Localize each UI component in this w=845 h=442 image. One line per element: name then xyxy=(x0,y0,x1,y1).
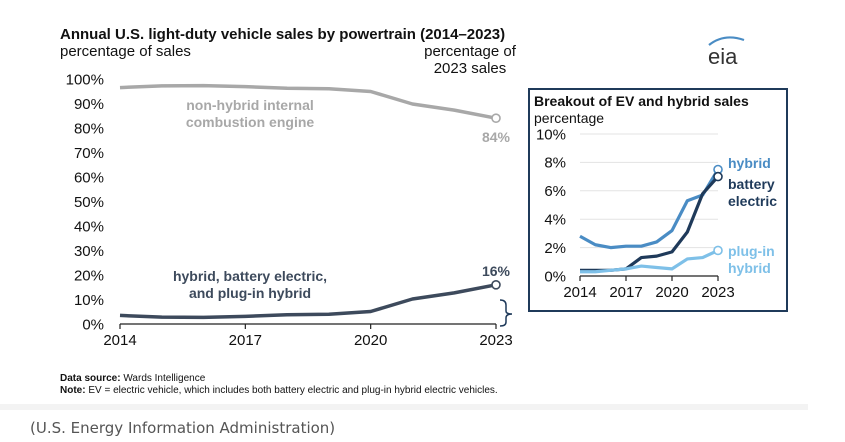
y-tick-label: 50% xyxy=(74,194,104,211)
inset-title: Breakout of EV and hybrid sales xyxy=(534,93,749,109)
inset-bracket xyxy=(499,299,513,327)
source-notes: Data source: Wards Intelligence Note: EV… xyxy=(60,373,498,397)
series-line-ev-total xyxy=(119,283,497,320)
y-tick-label: 80% xyxy=(74,120,104,137)
series-line-ice xyxy=(119,83,497,120)
inset-panel xyxy=(528,88,788,312)
y-tick-label: 30% xyxy=(74,243,104,260)
y-tick-label: 0% xyxy=(544,268,566,285)
chart-svg: Annual U.S. light-duty vehicle sales by … xyxy=(60,26,788,349)
y-tick-label: 4% xyxy=(544,211,566,228)
x-tick-label: 2020 xyxy=(655,284,688,301)
x-tick-label: 2017 xyxy=(229,332,262,349)
main-x-tick-labels: 2014 2017 2020 2023 xyxy=(103,324,513,349)
y-tick-label: 10% xyxy=(74,292,104,309)
inset-y-tick-labels: 0% 2% 4% 6% 8% 10% xyxy=(536,126,718,285)
ev-total-series-label: hybrid, battery electric, and plug-in hyb… xyxy=(173,268,327,301)
series-end-point xyxy=(713,245,723,256)
ice-end-label: 84% xyxy=(482,129,511,145)
y-tick-label: 10% xyxy=(536,126,566,143)
y-tick-label: 2% xyxy=(544,240,566,257)
note-label: Note: xyxy=(60,385,86,396)
data-source-label: Data source: xyxy=(60,373,121,384)
chart-figure: Annual U.S. light-duty vehicle sales by … xyxy=(60,26,788,349)
x-tick-label: 2017 xyxy=(609,284,642,301)
main-chart-title: Annual U.S. light-duty vehicle sales by … xyxy=(60,26,505,43)
note-line: Note: EV = electric vehicle, which inclu… xyxy=(60,385,498,397)
series-end-point xyxy=(491,279,501,290)
x-tick-label: 2023 xyxy=(479,332,512,349)
y-tick-label: 6% xyxy=(544,183,566,200)
y-tick-label: 20% xyxy=(74,267,104,284)
y-tick-label: 40% xyxy=(74,218,104,235)
inset-x-tick-labels: 2014 2017 2020 2023 xyxy=(563,276,735,301)
x-tick-label: 2014 xyxy=(563,284,596,301)
y-tick-label: 100% xyxy=(66,71,104,88)
data-source-text: Wards Intelligence xyxy=(123,373,206,384)
caption-divider xyxy=(0,404,808,410)
eia-logo-icon: eia xyxy=(708,36,745,69)
main-y-tick-labels: 0% 10% 20% 30% 40% 50% 60% 70% 80% 90% 100% xyxy=(66,71,104,333)
x-tick-label: 2020 xyxy=(354,332,387,349)
image-caption: (U.S. Energy Information Administration) xyxy=(30,419,336,437)
ice-series-label: non-hybrid internal combustion engine xyxy=(186,97,315,130)
y-tick-label: 70% xyxy=(74,145,104,162)
main-series-labels: non-hybrid internal combustion engine 84% h… xyxy=(173,97,511,301)
x-tick-label: 2014 xyxy=(103,332,136,349)
inset-y-axis-label: percentage xyxy=(534,110,604,126)
y-tick-label: 60% xyxy=(74,169,104,186)
hybrid-series-label: hybrid xyxy=(728,155,771,171)
series-end-point xyxy=(713,171,723,182)
y-tick-label: 8% xyxy=(544,155,566,172)
main-right-label: percentage of 2023 sales xyxy=(424,43,517,77)
inset-series-lines xyxy=(579,164,723,274)
y-tick-label: 90% xyxy=(74,96,104,113)
eia-logo-text: eia xyxy=(708,44,738,69)
battery-electric-series-label: battery electric xyxy=(728,176,777,209)
series-line-hybrid xyxy=(579,168,720,250)
series-end-point xyxy=(491,113,501,123)
main-series-lines xyxy=(119,83,501,320)
inset-series-labels: hybrid battery electric plug-in hybrid xyxy=(728,155,777,276)
note-text: EV = electric vehicle, which includes bo… xyxy=(88,385,498,396)
y-tick-label: 0% xyxy=(82,316,104,333)
main-y-axis-label: percentage of sales xyxy=(60,43,191,60)
series-line-plugin-hybrid xyxy=(580,248,719,274)
ev-total-end-label: 16% xyxy=(482,263,511,279)
data-source-line: Data source: Wards Intelligence xyxy=(60,373,498,385)
plugin-hybrid-series-label: plug-in hybrid xyxy=(728,243,775,276)
x-tick-label: 2023 xyxy=(701,284,734,301)
